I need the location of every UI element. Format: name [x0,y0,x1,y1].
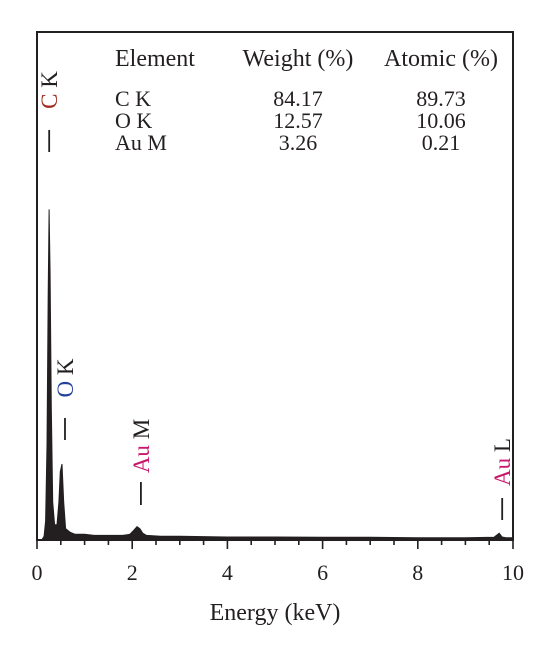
x-tick-label: 8 [412,560,423,585]
x-axis-ticks: 0 2 4 6 8 10 [32,540,524,585]
plot-layer [37,209,514,541]
x-axis-label: Energy (keV) [210,600,341,626]
table-header-cell: Weight (%) [243,46,354,72]
x-tick-label: 0 [32,560,43,585]
table-cell: 89.73 [416,86,466,111]
x-tick-label: 4 [222,560,233,585]
peak-label: Au M [128,419,153,473]
table-cell: 0.21 [422,130,461,155]
peak-label: C K [37,71,62,109]
table-cell: Au M [115,130,167,155]
peak-label: O K [52,358,77,397]
table-header-cell: Element [115,46,195,72]
table-cell: 10.06 [416,108,466,133]
table-cell: O K [115,108,152,133]
peak-labels: C KO KAu MAu L [37,71,515,520]
x-tick-label: 6 [317,560,328,585]
table-cell: 84.17 [273,86,323,111]
peak-label: Au L [490,438,515,486]
table-cell: 12.57 [273,108,323,133]
spectrum-series-0 [37,209,514,541]
table-header-cell: Atomic (%) [384,46,498,72]
composition-table: Element Weight (%) Atomic (%) C K 84.17 89.73… [115,46,498,155]
x-tick-label: 2 [127,560,138,585]
x-tick-label: 10 [502,560,524,585]
table-cell: 3.26 [279,130,318,155]
table-cell: C K [115,86,151,111]
